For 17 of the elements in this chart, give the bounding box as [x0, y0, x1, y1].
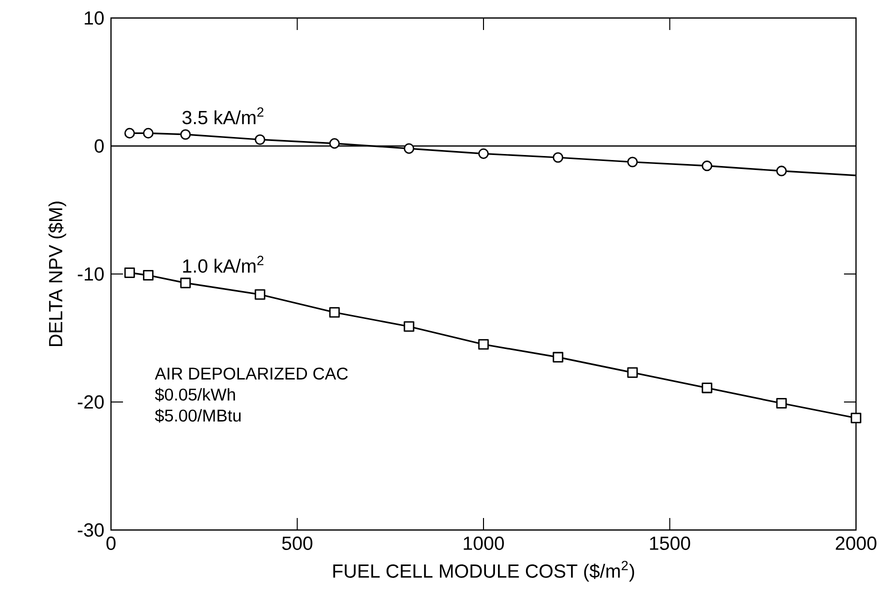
y-tick-label: 10 — [84, 11, 104, 25]
y-tick-label: 0 — [94, 139, 104, 153]
y-tick-label: -10 — [78, 267, 104, 281]
annotation: $0.05/kWh — [154, 388, 235, 402]
x-tick-label: 1000 — [464, 536, 504, 550]
y-tick-label: -30 — [78, 523, 104, 537]
series-label: 3.5 kA/m$^{2}$ — [182, 107, 264, 124]
y-axis-title: DELTA NPV ($M) — [48, 202, 66, 346]
annotation: AIR DEPOLARIZED CAC — [154, 368, 348, 380]
series-label: 1.0 kA/m$^{2}$ — [183, 256, 264, 273]
x-tick-label: 2000 — [836, 536, 876, 550]
x-axis-title: FUEL CELL MODULE COST ($/m$^{2}$) — [333, 560, 634, 582]
y-tick-label: -20 — [78, 395, 104, 409]
annotation: $5.00/MBtu — [154, 408, 241, 423]
x-tick-label: 500 — [282, 536, 312, 550]
x-tick-label: 0 — [106, 536, 116, 550]
x-tick-label: 1500 — [650, 536, 690, 550]
